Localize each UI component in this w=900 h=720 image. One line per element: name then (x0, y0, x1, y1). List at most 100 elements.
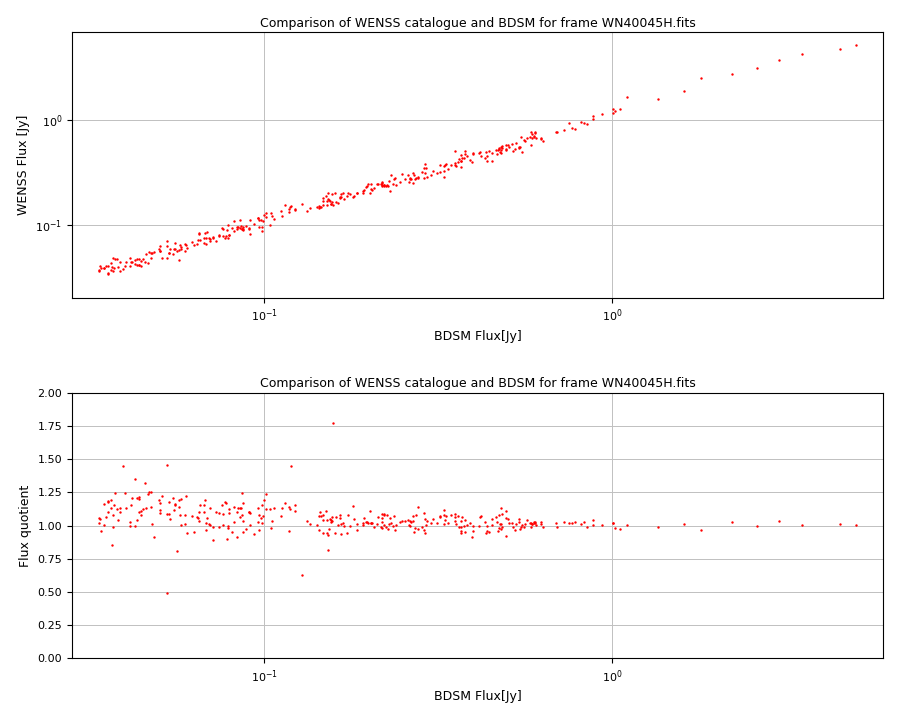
Point (230, 531, 244, 543)
Point (105, 539, 120, 551)
Point (406, 510, 420, 522)
Point (220, 225, 235, 236)
Point (387, 173, 401, 184)
Point (274, 510, 288, 522)
Point (162, 508, 176, 520)
Point (212, 507, 226, 518)
Point (392, 516, 407, 528)
Point (125, 256, 140, 268)
Point (494, 141, 508, 153)
Point (381, 181, 395, 192)
Point (381, 179, 395, 191)
Point (310, 202, 325, 213)
Point (383, 169, 398, 181)
Point (132, 506, 147, 518)
Point (525, 518, 539, 529)
X-axis label: BDSM Flux[Jy]: BDSM Flux[Jy] (434, 330, 521, 343)
Point (586, 110, 600, 122)
Point (525, 128, 539, 140)
Point (562, 518, 576, 529)
Point (193, 234, 207, 246)
Point (152, 504, 166, 516)
Point (139, 477, 153, 489)
Point (160, 253, 175, 264)
Point (410, 172, 425, 184)
Point (750, 62, 764, 73)
Point (178, 238, 193, 250)
Point (135, 503, 149, 515)
Point (490, 511, 504, 523)
Point (258, 488, 273, 500)
Point (466, 526, 481, 537)
Point (222, 230, 237, 241)
Point (392, 176, 407, 188)
Point (256, 517, 270, 528)
Point (251, 212, 266, 223)
Point (447, 145, 462, 156)
Point (185, 237, 200, 248)
Point (403, 521, 418, 532)
Point (283, 526, 297, 537)
Point (406, 167, 420, 179)
Point (104, 264, 118, 275)
Point (106, 499, 121, 510)
Point (382, 513, 397, 524)
Point (322, 523, 337, 535)
Point (534, 132, 548, 143)
Point (381, 523, 395, 534)
Point (199, 238, 213, 250)
Point (447, 516, 462, 527)
Point (449, 518, 464, 530)
Point (162, 248, 176, 259)
Point (169, 545, 184, 557)
Point (333, 509, 347, 521)
Point (316, 509, 330, 521)
Point (252, 509, 266, 521)
Point (220, 533, 235, 544)
Point (403, 173, 418, 184)
Point (259, 212, 274, 223)
Point (265, 210, 279, 222)
Point (192, 228, 206, 239)
Point (193, 228, 207, 240)
Point (143, 247, 157, 258)
Point (231, 503, 246, 514)
Point (196, 232, 211, 243)
Point (320, 187, 335, 199)
Point (346, 191, 360, 202)
Point (454, 161, 468, 173)
Point (145, 518, 159, 530)
Point (491, 142, 506, 153)
Point (288, 203, 302, 215)
Point (557, 516, 572, 528)
Point (359, 181, 374, 192)
Point (401, 176, 416, 188)
Point (265, 516, 279, 527)
Point (123, 252, 138, 264)
X-axis label: BDSM Flux[Jy]: BDSM Flux[Jy] (434, 690, 521, 703)
Point (364, 517, 378, 528)
Point (169, 246, 184, 257)
Point (549, 127, 563, 138)
Point (411, 502, 426, 513)
Point (460, 150, 474, 162)
Point (676, 85, 690, 96)
Point (287, 204, 302, 216)
Point (832, 43, 847, 55)
Point (365, 517, 380, 528)
Point (168, 238, 183, 249)
Point (101, 507, 115, 518)
Point (99, 512, 113, 523)
Point (230, 222, 244, 234)
Point (202, 518, 216, 530)
Point (172, 254, 186, 266)
Point (577, 117, 591, 128)
Point (140, 257, 155, 269)
Point (377, 180, 392, 192)
Point (432, 511, 446, 523)
Point (206, 233, 220, 244)
Point (288, 499, 302, 510)
Point (235, 224, 249, 235)
Point (313, 202, 328, 213)
Point (432, 166, 446, 177)
